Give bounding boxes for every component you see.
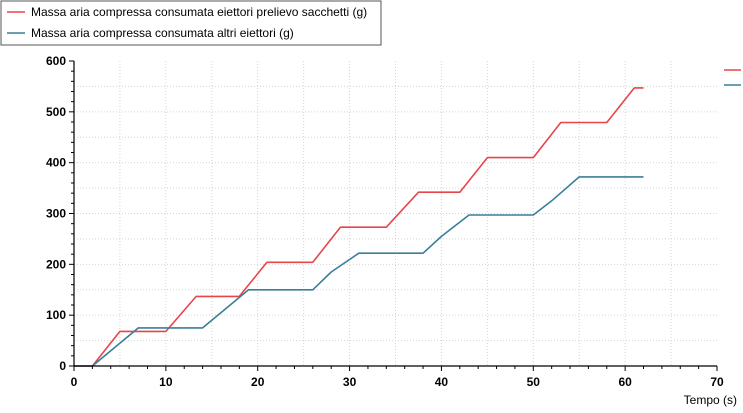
y-tick-label: 100 bbox=[46, 308, 66, 322]
x-tick-label: 30 bbox=[343, 375, 357, 389]
x-tick-label: 0 bbox=[71, 375, 78, 389]
x-tick-label: 10 bbox=[159, 375, 173, 389]
x-tick-label: 20 bbox=[251, 375, 265, 389]
x-tick-label: 50 bbox=[527, 375, 541, 389]
series-line-2 bbox=[74, 176, 644, 367]
x-tick-label: 70 bbox=[710, 375, 724, 389]
legend-box bbox=[0, 0, 382, 46]
series-line-1 bbox=[74, 87, 644, 367]
axes: 0 10 20 30 40 50 60 70 0 100 200 300 400 500 600 bbox=[46, 54, 724, 389]
y-tick-label: 600 bbox=[46, 54, 66, 68]
right-edge-markers bbox=[724, 69, 741, 86]
y-tick-label: 400 bbox=[46, 156, 66, 170]
x-tick-label: 40 bbox=[435, 375, 449, 389]
legend-entry-2: Massa aria compressa consumata altri eie… bbox=[31, 26, 294, 40]
y-tick-label: 300 bbox=[46, 207, 66, 221]
x-tick-label: 60 bbox=[618, 375, 632, 389]
y-tick-label: 200 bbox=[46, 257, 66, 271]
grid bbox=[74, 61, 717, 366]
legend: Massa aria compressa consumata eiettori … bbox=[0, 0, 382, 46]
y-tick-label: 0 bbox=[59, 359, 66, 373]
x-axis-label: Tempo (s) bbox=[684, 393, 737, 407]
legend-entry-1: Massa aria compressa consumata eiettori … bbox=[31, 5, 367, 19]
series-lines bbox=[74, 87, 644, 367]
y-tick-label: 500 bbox=[46, 105, 66, 119]
